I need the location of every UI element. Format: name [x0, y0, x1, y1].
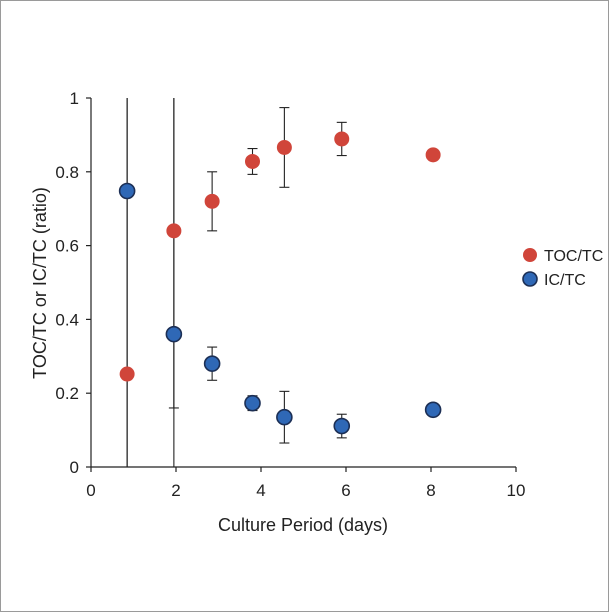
y-tick-label: 0.4 — [55, 310, 79, 329]
legend-marker — [523, 248, 537, 262]
data-point-ic-tc — [244, 394, 261, 412]
plot-area: 00.20.40.60.810 2 4 6 8 10 — [55, 89, 525, 500]
data-point-toc-tc — [425, 147, 441, 163]
data-point-toc-tc — [245, 153, 260, 169]
y-tick-label: 0.2 — [55, 384, 79, 403]
data-point-toc-tc — [276, 139, 292, 155]
y-axis-title: TOC/TC or IC/TC (ratio) — [30, 187, 50, 379]
data-point-toc-tc — [204, 193, 220, 209]
y-tick-label: 0.6 — [55, 237, 79, 256]
x-tick-label: 6 — [341, 481, 350, 500]
y-tick-label: 1 — [70, 89, 79, 108]
data-point-toc-tc — [119, 366, 135, 382]
markers — [118, 131, 442, 435]
data-point-ic-tc — [424, 401, 442, 419]
legend-label: IC/TC — [544, 272, 586, 289]
data-point-toc-tc — [166, 223, 182, 239]
x-tick-label: 4 — [256, 481, 265, 500]
x-tick-label: 2 — [171, 481, 180, 500]
data-point-ic-tc — [118, 182, 136, 200]
x-tick-label: 8 — [426, 481, 435, 500]
legend: TOC/TC IC/TC — [522, 248, 603, 289]
data-point-ic-tc — [333, 417, 351, 435]
x-axis-title: Culture Period (days) — [218, 515, 388, 535]
error-bars — [126, 98, 347, 467]
data-point-ic-tc — [203, 355, 221, 372]
data-point-ic-tc — [276, 408, 293, 426]
data-point-ic-tc — [165, 325, 183, 343]
x-tick-label: 0 — [86, 481, 95, 500]
x-tick-label: 10 — [507, 481, 526, 500]
legend-label: TOC/TC — [544, 248, 603, 265]
data-point-toc-tc — [334, 131, 350, 147]
y-tick-label: 0.8 — [55, 163, 79, 182]
y-tick-label: 0 — [70, 458, 79, 477]
legend-marker — [522, 271, 538, 287]
